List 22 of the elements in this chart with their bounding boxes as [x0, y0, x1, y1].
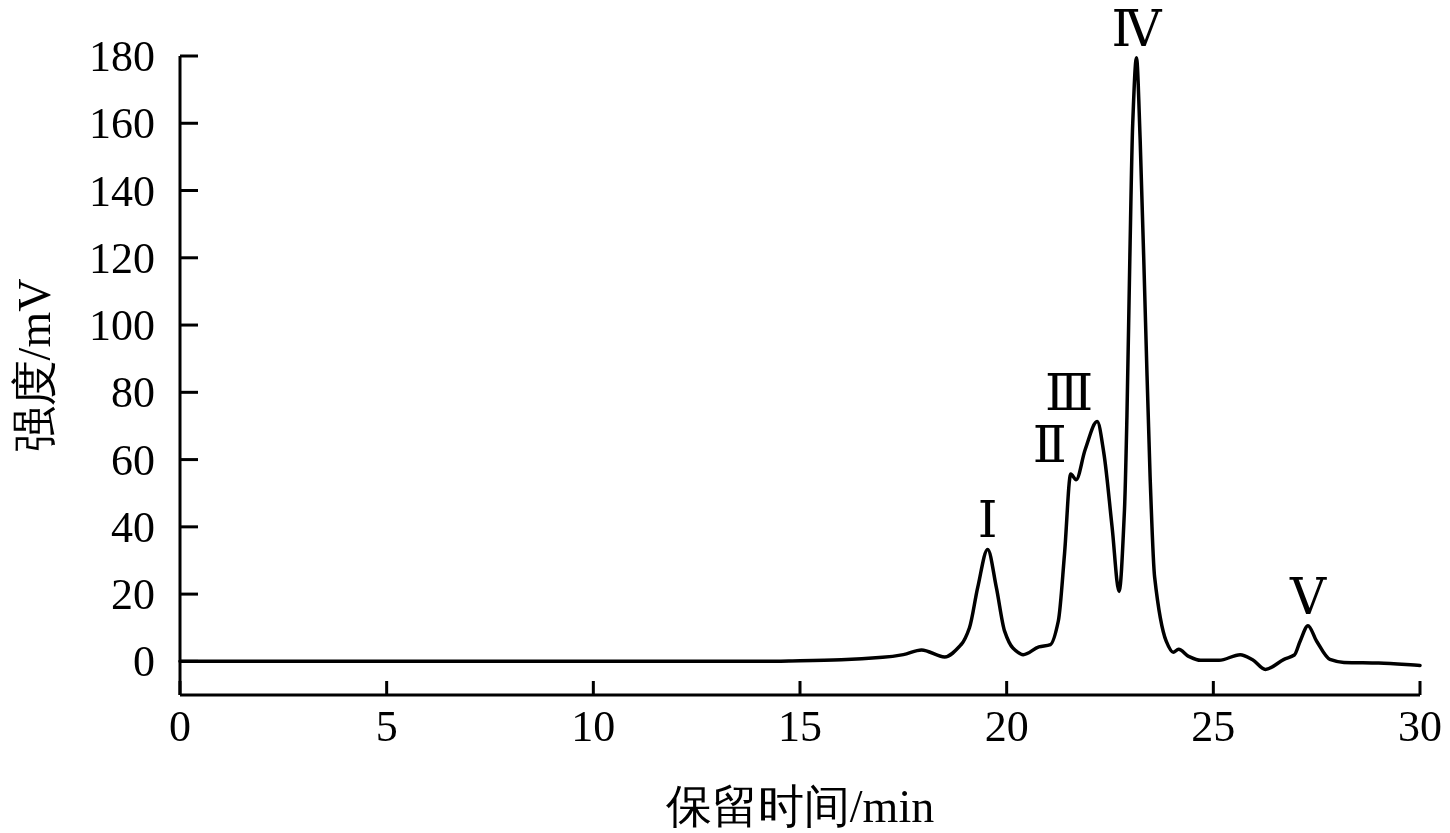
y-tick-label: 60	[111, 435, 155, 485]
x-tick-label: 20	[984, 702, 1029, 751]
x-tick-label: 0	[169, 702, 191, 751]
y-tick-label: 20	[111, 570, 155, 620]
y-tick-label: 160	[89, 99, 155, 149]
x-tick-label: 15	[778, 702, 822, 751]
x-tick-label: 30	[1398, 702, 1442, 751]
y-axis-title: 强度/mV	[9, 278, 60, 453]
y-tick-label: 140	[89, 166, 155, 216]
y-tick-label: 40	[111, 502, 155, 552]
annotation: Ⅰ	[977, 492, 998, 549]
x-axis-title: 保留时间/min	[665, 781, 935, 832]
y-tick-label: 100	[89, 301, 155, 351]
y-tick-label: 120	[89, 233, 155, 283]
y-tick-label: 180	[89, 32, 155, 81]
x-tick-label: 10	[571, 702, 616, 751]
x-tick-label: 25	[1191, 702, 1236, 751]
annotation: Ⅴ	[1288, 568, 1327, 625]
y-tick-label: 0	[133, 637, 155, 687]
annotation: Ⅳ	[1111, 0, 1163, 57]
y-tick-label: 80	[111, 368, 155, 418]
x-tick-label: 5	[375, 702, 398, 751]
